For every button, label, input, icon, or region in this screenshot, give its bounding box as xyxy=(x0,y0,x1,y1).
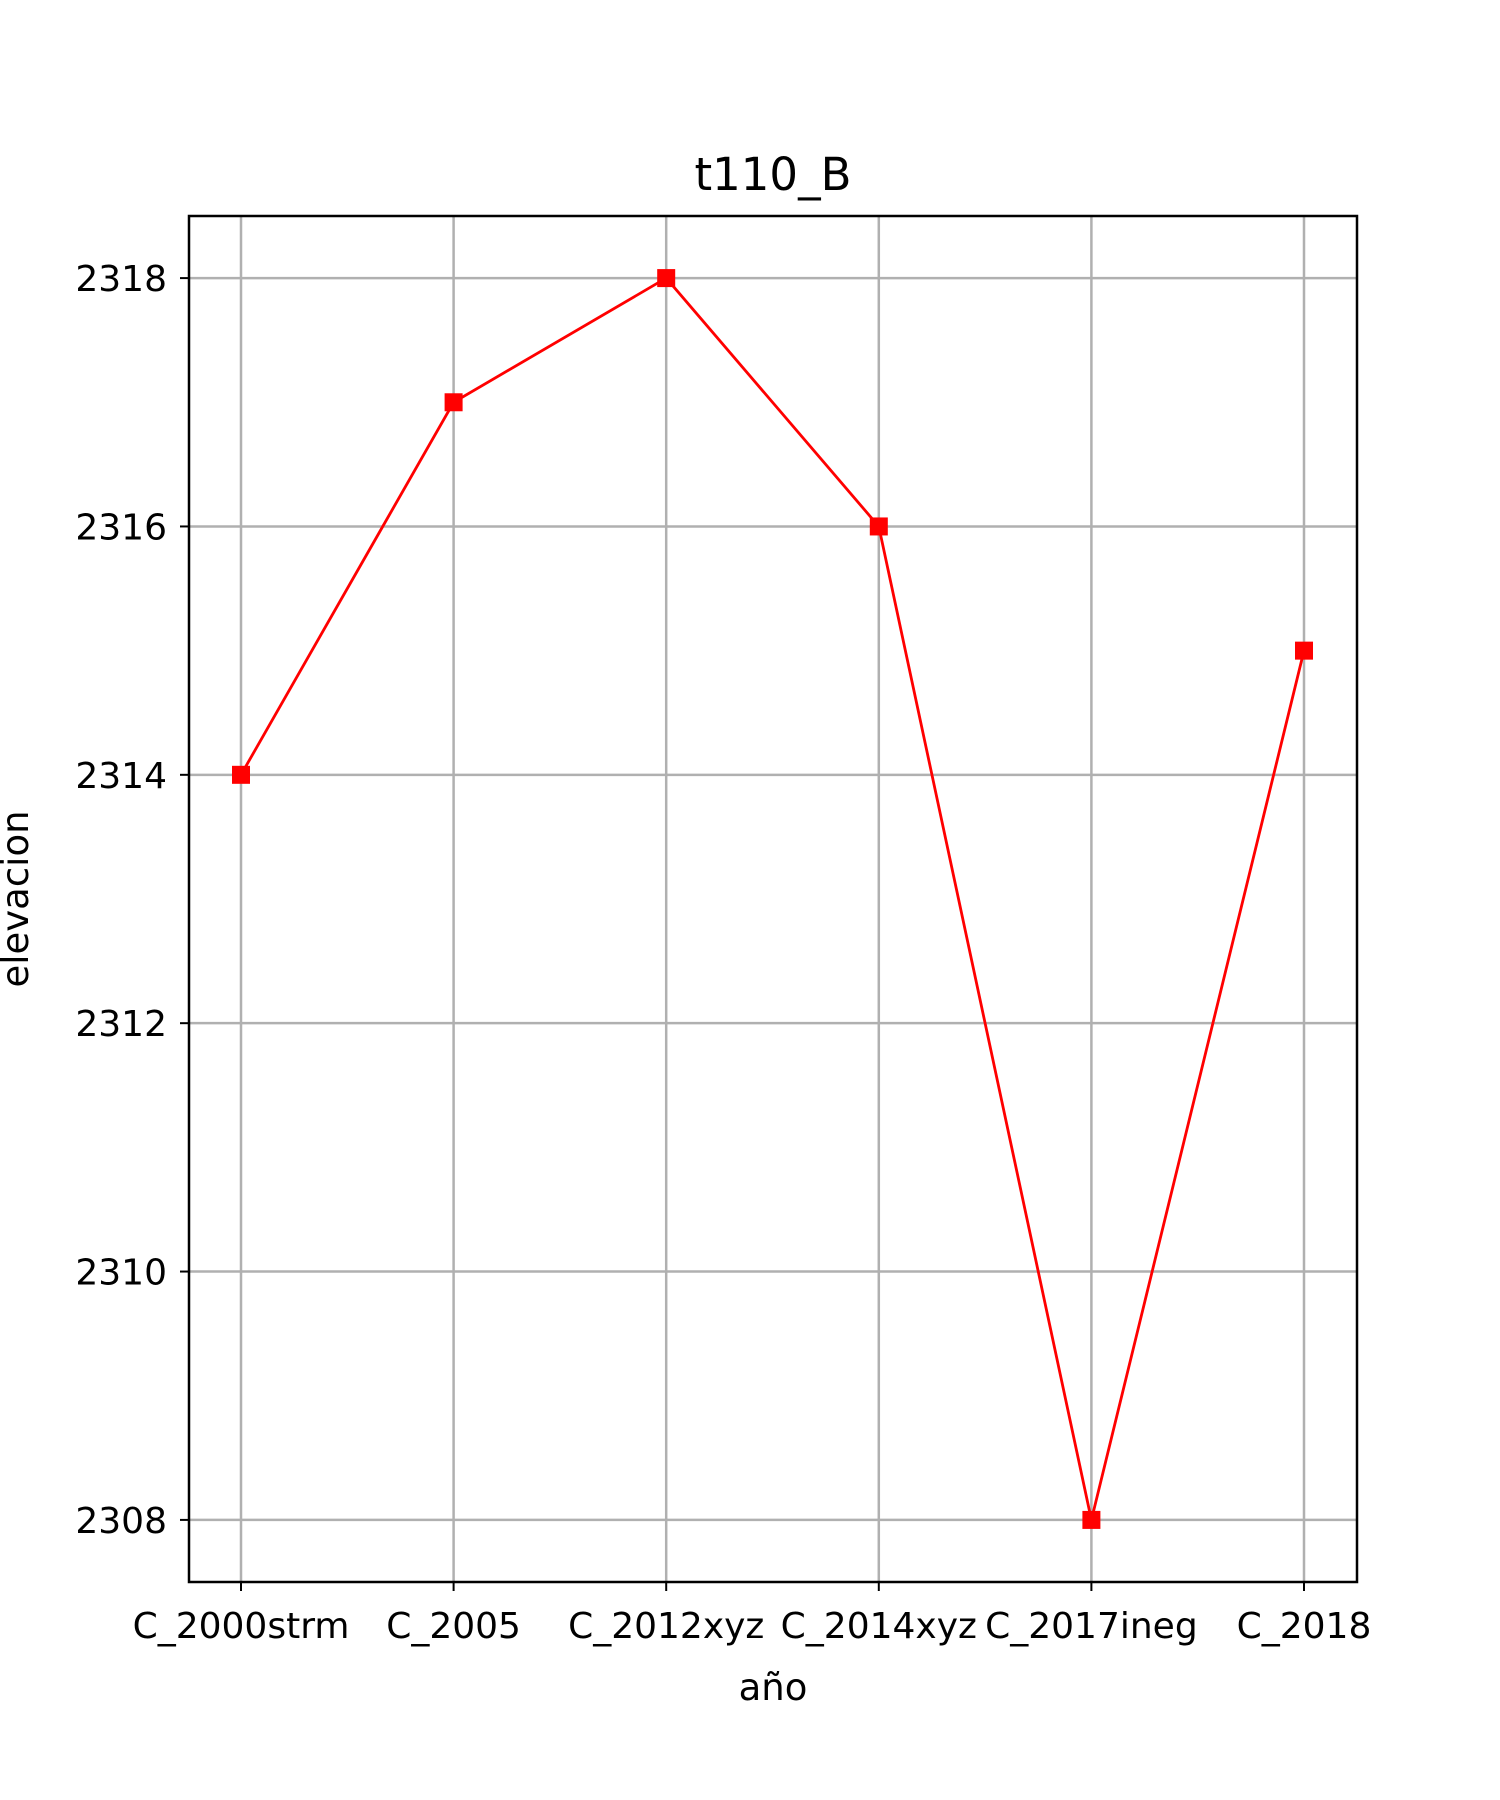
x-tick-label: C_2012xyz xyxy=(568,1606,764,1647)
x-tick-label: C_2000strm xyxy=(133,1606,350,1647)
data-point-marker xyxy=(657,269,676,288)
y-tick-label: 2316 xyxy=(75,507,167,548)
plot-frame xyxy=(187,214,1359,1584)
x-tick-label: C_2017ineg xyxy=(985,1606,1198,1647)
x-tick-label: C_2014xyz xyxy=(781,1606,977,1647)
y-tick-label: 2308 xyxy=(75,1501,167,1542)
ticks: C_2000strm C_2005 C_2012xyz C_2014xyz C_2017… xyxy=(75,259,1371,1647)
y-tick-label: 2312 xyxy=(75,1004,167,1045)
data-point-marker xyxy=(232,765,250,784)
y-tick-label: 2318 xyxy=(75,259,167,300)
y-tick-label: 2314 xyxy=(75,756,167,797)
data-point-marker xyxy=(1082,1510,1101,1529)
data-point-marker xyxy=(1295,641,1313,660)
x-tick-label: C_2005 xyxy=(386,1606,521,1647)
series-layer xyxy=(232,269,1313,1529)
chart-title: t110_B xyxy=(695,148,852,201)
data-point-marker xyxy=(444,393,463,412)
x-axis-title: año xyxy=(739,1666,808,1709)
x-tick-label: C_2018 xyxy=(1237,1606,1372,1647)
y-axis-title: elevacion xyxy=(0,810,37,987)
series-line xyxy=(239,276,1306,1521)
y-tick-label: 2310 xyxy=(75,1253,167,1294)
data-point-marker xyxy=(869,517,888,536)
